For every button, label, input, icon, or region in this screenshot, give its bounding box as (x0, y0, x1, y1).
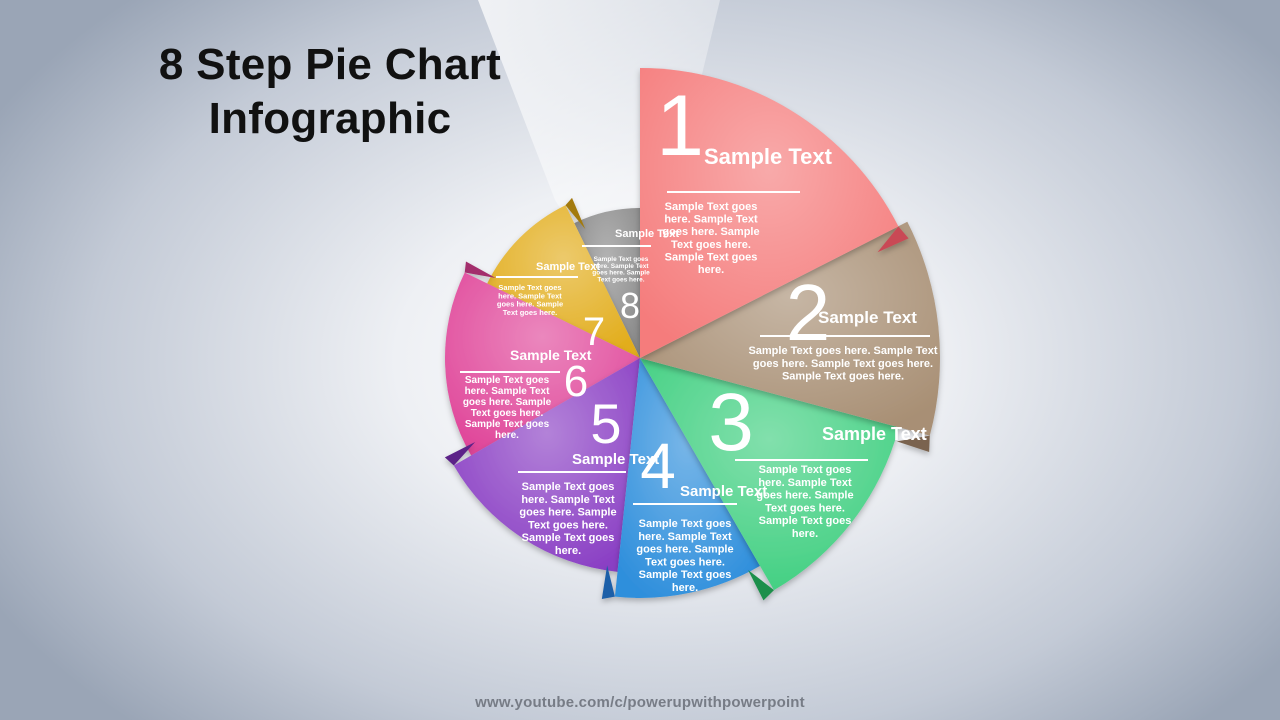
segment-body-line: goes here. Sample (662, 226, 759, 238)
segment-fold-3 (748, 570, 774, 601)
segment-fold-7 (565, 197, 586, 230)
segment-body-line: Sample Text goes (639, 518, 732, 530)
segment-body-line: Sample Text goes (759, 464, 852, 476)
segment-body-line: Sample Text goes (465, 419, 550, 430)
segment-gloss-6 (445, 272, 640, 456)
segment-number-5: 5 (590, 392, 621, 455)
pie-segment-6 (445, 261, 640, 456)
segment-heading-4: Sample Text (680, 483, 767, 500)
segment-heading-8: Sample Text (615, 228, 679, 240)
segment-body-line: Sample Text goes (665, 251, 758, 263)
segment-fold-4 (601, 565, 615, 599)
segment-body-line: goes here. Sample (519, 507, 616, 519)
segment-body-line: Sample Text goes (665, 201, 758, 213)
segment-number-2: 2 (786, 268, 831, 357)
segment-body-line: Sample Text goes (522, 532, 615, 544)
segment-body-line: Text goes here. (645, 556, 725, 568)
pie-segment-2 (640, 221, 940, 452)
segment-gloss-2 (640, 221, 940, 436)
segment-body-line: Sample Text goes (639, 569, 732, 581)
segment-body-line: Text goes here. (503, 308, 557, 317)
segment-number-1: 1 (656, 78, 704, 174)
segment-body-line: Sample Text goes (522, 481, 615, 493)
page-title: 8 Step Pie Chart Infographic (120, 38, 540, 146)
segment-body-line: Text goes here. (471, 408, 544, 419)
segment-body-line: goes here. Sample (592, 270, 650, 277)
segment-number-8: 8 (620, 285, 640, 326)
pie-segment-5 (444, 358, 640, 572)
segment-body-line: here. (555, 545, 581, 557)
segment-heading-1: Sample Text (704, 144, 833, 169)
segment-heading-7: Sample Text (536, 261, 600, 273)
segment-fold-6 (464, 261, 496, 279)
segment-number-4: 4 (640, 430, 676, 502)
pie-segment-1 (640, 68, 909, 358)
segment-fold-1 (877, 226, 909, 253)
segment-heading-3: Sample Text (822, 424, 927, 444)
title-line-2: Infographic (208, 94, 452, 143)
segment-fold-5 (444, 441, 476, 466)
segment-body-line: Text goes here. (671, 239, 751, 251)
segment-body-line: here. (698, 264, 724, 276)
segment-body-line: Sample Text goes (498, 283, 561, 292)
segment-body-line: Sample Text goes here. Sample Text (748, 345, 937, 357)
segment-body-line: Text goes here. (597, 276, 644, 283)
segment-fold-2 (896, 435, 930, 452)
segment-body-line: here. Sample Text (638, 531, 732, 543)
segment-gloss-4 (614, 358, 760, 598)
segment-body-line: here. Sample Text (521, 494, 615, 506)
pie-segment-7 (487, 197, 640, 358)
segment-number-3: 3 (708, 377, 754, 468)
segment-body-line: here. (672, 582, 698, 594)
title-line-1: 8 Step Pie Chart (158, 40, 502, 89)
segment-heading-5: Sample Text (572, 451, 659, 468)
segment-body-line: goes here. Sample Text goes here. (753, 358, 933, 370)
segment-gloss-7 (487, 205, 640, 358)
segment-body-line: Sample Text goes here. (782, 371, 904, 383)
segment-body-line: here. Sample Text (465, 386, 551, 397)
segment-body-line: goes here. Sample (756, 490, 853, 502)
footer-url: www.youtube.com/c/powerupwithpowerpoint (475, 694, 805, 711)
segment-number-6: 6 (564, 357, 588, 406)
segment-body-line: here. Sample Text (664, 214, 758, 226)
segment-body-line: here. Sample Text (758, 477, 852, 489)
segment-gloss-1 (640, 68, 899, 358)
segment-number-7: 7 (583, 310, 605, 354)
segment-gloss-3 (640, 358, 899, 591)
segment-body-line: goes here. Sample (497, 300, 563, 309)
pie-segment-3 (640, 358, 899, 601)
pie-segment-4 (601, 358, 760, 599)
segment-gloss-5 (453, 358, 640, 572)
segment-body-line: here. Sample Text (498, 291, 562, 300)
segment-heading-6: Sample Text (510, 347, 592, 363)
segment-body-line: Sample Text goes (594, 256, 649, 263)
segment-body-line: here. Sample Text (593, 263, 649, 270)
segment-body-line: Sample Text goes (759, 515, 852, 527)
segment-heading-2: Sample Text (818, 308, 917, 327)
segment-body-line: Sample Text goes (465, 375, 550, 386)
segment-body-line: Text goes here. (528, 519, 608, 531)
segment-body-line: Text goes here. (765, 502, 845, 514)
segment-body-line: here. (495, 430, 519, 441)
segment-body-line: goes here. Sample (463, 397, 552, 408)
segment-body-line: here. (792, 528, 818, 540)
segment-body-line: goes here. Sample (636, 544, 733, 556)
